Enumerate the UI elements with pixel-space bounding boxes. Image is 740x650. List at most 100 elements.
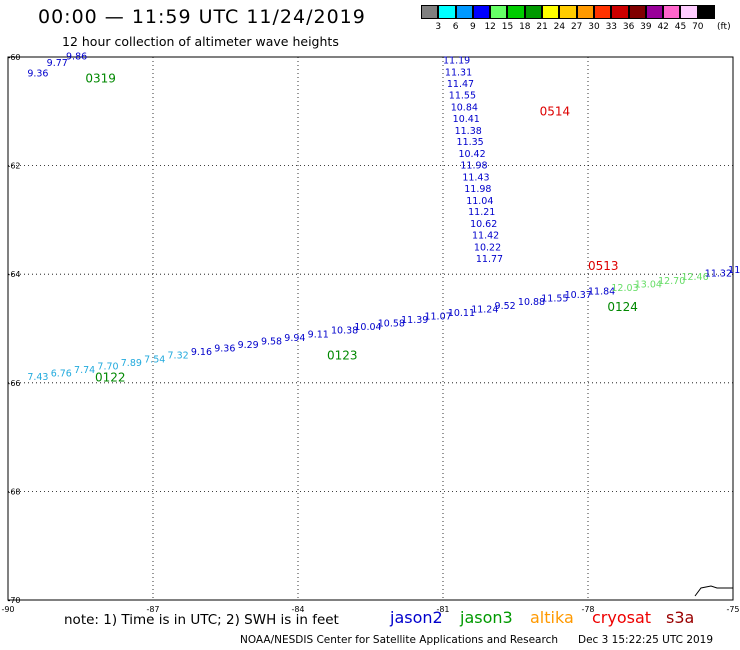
legend-label: 42 <box>657 22 669 32</box>
legend-label: 15 <box>501 22 514 32</box>
satellite-cryosat: cryosat <box>592 608 652 627</box>
wave-height-label: 11.84 <box>588 287 615 298</box>
pass-time-label: 0124 <box>607 300 638 314</box>
wave-height-label: 10.42 <box>458 149 485 160</box>
wave-height-label: 9.52 <box>495 301 516 312</box>
legend-swatch <box>645 5 664 19</box>
wave-height-label: 9.94 <box>284 333 305 344</box>
lat-label: -62 <box>7 162 20 171</box>
lon-label: -90 <box>1 605 14 614</box>
legend-label: 30 <box>588 22 600 32</box>
wave-height-label: 11.39 <box>401 315 428 326</box>
wave-height-label: 12.46 <box>681 272 708 283</box>
wave-height-label: 11.98 <box>464 184 491 195</box>
wave-height-label: 10.38 <box>331 326 358 337</box>
wave-height-label: 10.41 <box>453 114 480 125</box>
legend-label: 9 <box>470 22 476 32</box>
legend-swatch <box>680 5 698 19</box>
legend-label: 36 <box>622 22 635 32</box>
credit-text: NOAA/NESDIS Center for Satellite Applica… <box>240 634 558 646</box>
legend-swatch <box>438 5 456 19</box>
lat-label: -66 <box>7 379 20 388</box>
lon-label: -81 <box>436 605 449 614</box>
wave-height-label: 11.07 <box>424 311 451 322</box>
lat-label: -64 <box>7 270 20 279</box>
legend-swatch <box>421 5 439 19</box>
wave-height-label: 9.16 <box>191 347 212 358</box>
wave-height-label: 11.31 <box>445 68 472 79</box>
lat-label: -68 <box>7 487 20 496</box>
wave-height-label: 7.32 <box>168 351 189 362</box>
satellite-jason2: jason2 <box>390 608 443 627</box>
legend-label: 70 <box>692 22 704 32</box>
wave-height-label: 10.22 <box>474 243 501 254</box>
wave-height-label: 13.04 <box>635 279 662 290</box>
map-title: 00:00 — 11:59 UTC 11/24/2019 <box>38 6 366 28</box>
legend-swatch <box>697 5 716 19</box>
legend-label: 39 <box>640 22 652 32</box>
wave-height-label: 12.03 <box>611 283 638 294</box>
legend-swatch <box>507 5 525 19</box>
wave-height-label: 11.55 <box>541 294 568 305</box>
legend-label: 3 <box>435 22 442 32</box>
lat-label: -70 <box>7 596 20 605</box>
wave-height-label: 11.55 <box>449 90 476 101</box>
legend-label: 45 <box>674 22 687 32</box>
legend-label: 18 <box>519 22 531 32</box>
wave-height-label: 11.35 <box>457 137 484 148</box>
legend-swatch <box>542 5 560 19</box>
wave-height-label: 6.76 <box>51 369 72 380</box>
legend-label: (ft) <box>717 22 731 32</box>
wave-height-label: 11.24 <box>471 304 498 315</box>
wave-height-label: 10.62 <box>470 219 497 230</box>
legend-swatch <box>490 5 508 19</box>
wave-height-label: 9.77 <box>47 58 68 69</box>
legend-swatch <box>663 5 681 19</box>
wave-height-label: 9.36 <box>27 69 48 80</box>
wave-height-label: 11.19 <box>443 56 470 67</box>
wave-height-label: 11.04 <box>466 196 493 207</box>
lon-label: -84 <box>291 605 304 614</box>
wave-height-label: 9.36 <box>214 344 235 355</box>
pass-time-label: 0122 <box>95 370 126 384</box>
color-legend <box>421 5 716 19</box>
pass-time-label: 0513 <box>588 259 619 273</box>
wave-height-label: 7.74 <box>74 365 95 376</box>
legend-label: 33 <box>605 22 618 32</box>
legend-swatch <box>455 5 473 19</box>
wave-height-label: 9.11 <box>308 329 329 340</box>
wave-height-label: 9.29 <box>238 340 259 351</box>
map-frame <box>7 56 734 601</box>
legend-swatch <box>628 5 646 19</box>
legend-swatch <box>593 5 612 19</box>
wave-height-label: 7.43 <box>27 372 48 383</box>
wave-height-label: 11.47 <box>447 79 474 90</box>
timestamp-text: Dec 3 15:22:25 UTC 2019 <box>578 634 714 646</box>
legend-label: 21 <box>536 22 548 32</box>
wave-height-label: 10.37 <box>565 290 592 301</box>
pass-time-label: 0319 <box>85 72 116 86</box>
wave-height-label: 11.32 <box>705 269 732 280</box>
pass-time-label: 0123 <box>327 349 358 363</box>
legend-label: 24 <box>553 22 566 32</box>
wave-height-label: 11.77 <box>476 254 503 265</box>
legend-swatch <box>559 5 577 19</box>
legend-label: 6 <box>452 22 459 32</box>
footer-note: note: 1) Time is in UTC; 2) SWH is in fe… <box>64 612 339 628</box>
map-subtitle: 12 hour collection of altimeter wave hei… <box>62 34 339 49</box>
lon-label: -78 <box>581 605 594 614</box>
lon-label: -87 <box>146 605 159 614</box>
legend-swatch <box>524 5 543 19</box>
wave-height-label: 10.58 <box>378 319 405 330</box>
wave-height-label: 7.89 <box>121 358 142 369</box>
legend-swatch <box>472 5 491 19</box>
wave-height-label: 9.58 <box>261 336 282 347</box>
coastline <box>694 585 733 597</box>
legend-swatch <box>576 5 594 19</box>
wave-height-label: 7.54 <box>144 354 165 365</box>
wave-height-label: 11.42 <box>472 231 499 242</box>
wave-height-label: 11.21 <box>468 207 495 218</box>
wave-height-label: 9.86 <box>66 52 87 63</box>
wave-height-label: 10.04 <box>354 322 381 333</box>
